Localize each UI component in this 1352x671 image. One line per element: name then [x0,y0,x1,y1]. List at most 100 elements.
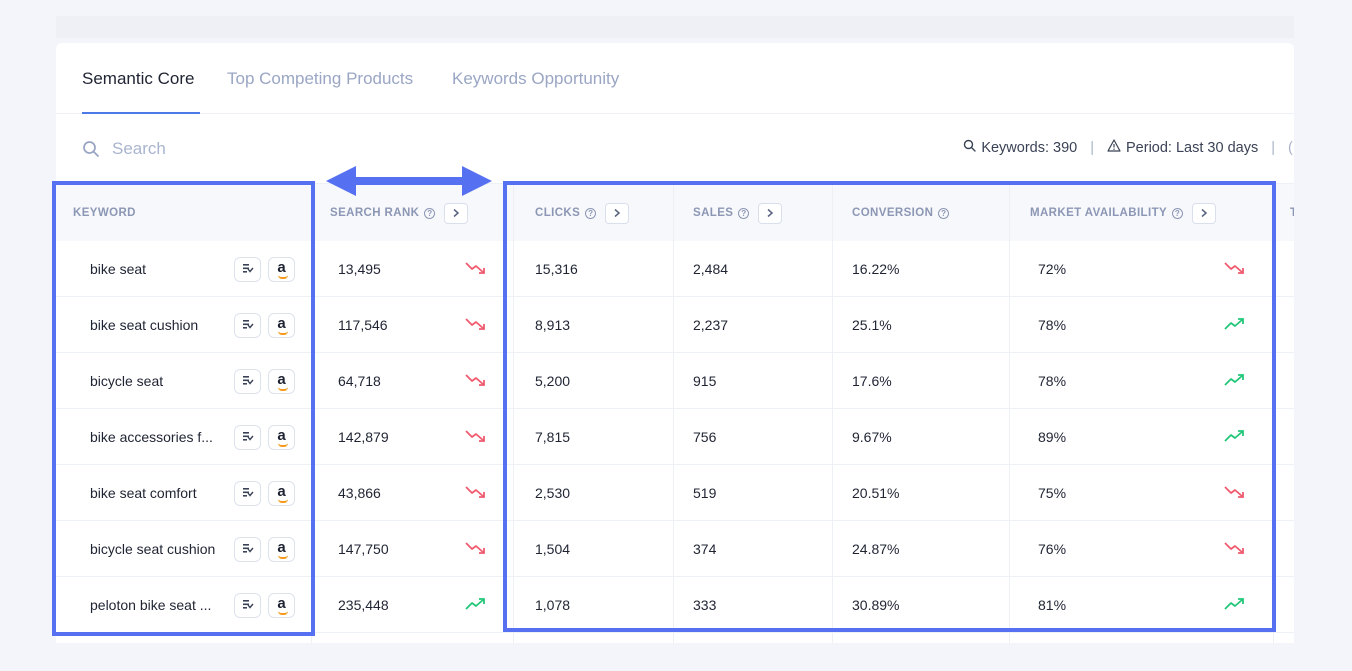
trend-up-icon [465,597,487,616]
keyword-cell[interactable]: bike seat cushion [90,317,199,333]
expand-columns-button[interactable] [1192,202,1217,224]
keyword-tool-button[interactable] [234,481,261,506]
column-header-market-availability[interactable]: MARKET AVAILABILITY ? [1030,184,1217,242]
help-circle-icon[interactable]: ? [738,207,750,219]
search-rank-cell: 142,879 [338,429,389,445]
clicks-cell: 15,316 [535,261,578,277]
expand-columns-button[interactable] [444,202,469,224]
amazon-link-button[interactable]: a [268,257,295,282]
sales-cell: 519 [693,485,717,501]
keyword-tool-icon [242,485,254,503]
chevron-right-icon [1201,208,1208,218]
keyword-tool-icon [242,541,254,559]
market-availability-cell: 72% [1038,261,1067,277]
keywords-count: Keywords: 390 [963,139,1077,156]
column-header-search-rank[interactable]: SEARCH RANK ? [330,184,469,242]
market-availability-cell: 78% [1038,317,1067,333]
keyword-actions: a [234,425,295,450]
help-circle-icon[interactable]: ? [1172,207,1184,219]
column-header-conversion[interactable]: CONVERSION ? [852,184,950,242]
stats-divider: | [1090,139,1095,156]
table-row[interactable]: bike seat a 13,495 15,316 2,484 16.22% 72% [56,241,1294,297]
keyword-tool-button[interactable] [234,313,261,338]
column-header-clipped: T [1290,207,1294,219]
keyword-actions: a [234,481,295,506]
table-header: KEYWORD SEARCH RANK ? CLICKS ? SALES ? C… [56,183,1294,241]
amazon-link-button[interactable]: a [268,369,295,394]
search-small-icon [963,139,977,156]
trend-down-icon [465,261,487,280]
tab-keywords-opportunity[interactable]: Keywords Opportunity [452,69,620,88]
keyword-tool-button[interactable] [234,369,261,394]
trend-down-icon [465,317,487,336]
column-header-clicks[interactable]: CLICKS ? [535,184,630,242]
tab-top-competing-products[interactable]: Top Competing Products [227,69,414,88]
column-divider [1273,183,1274,241]
keyword-tool-icon [242,429,254,447]
amazon-link-button[interactable]: a [268,313,295,338]
double-arrow-icon [326,166,492,196]
tab-semantic-core[interactable]: Semantic Core [82,69,195,88]
sales-cell: 2,237 [693,317,729,333]
column-divider [832,241,833,643]
expand-columns-button[interactable] [605,202,630,224]
table-row[interactable]: bike accessories f... a 142,879 7,815 756 9.6… [56,409,1294,465]
stats-bar: Keywords: 390 | Period: Last 30 days | ( [963,139,1294,156]
conversion-cell: 25.1% [852,317,892,333]
keyword-tool-button[interactable] [234,593,261,618]
amazon-link-button[interactable]: a [268,537,295,562]
keywords-count-label: Keywords: 390 [981,139,1078,156]
period-label: Period: Last 30 days [1126,139,1259,156]
keyword-actions: a [234,313,295,338]
keyword-tool-button[interactable] [234,537,261,562]
help-circle-icon[interactable]: ? [938,207,950,219]
table-row[interactable]: bike seat comfort a 43,866 2,530 519 20.51% 75… [56,465,1294,521]
keyword-cell[interactable]: bike seat comfort [90,485,197,501]
search-rank-cell: 117,546 [338,317,388,333]
amazon-link-button[interactable]: a [268,593,295,618]
column-divider [311,183,312,241]
conversion-cell: 16.22% [852,261,900,277]
amazon-link-button[interactable]: a [268,425,295,450]
column-header-keyword[interactable]: KEYWORD [73,207,136,219]
keyword-cell[interactable]: peloton bike seat ... [90,597,212,613]
amazon-icon: a [277,428,289,447]
keyword-cell[interactable]: bicycle seat [90,373,164,389]
tab-bar: Semantic Core Top Competing Products Key… [56,43,1294,114]
table-row[interactable]: peloton bike seat ... a 235,448 1,078 333 30.… [56,577,1294,633]
table-row[interactable]: bike seat cushion a 117,546 8,913 2,237 25.1%… [56,297,1294,353]
keyword-cell[interactable]: bike accessories f... [90,429,213,445]
chevron-right-icon [453,208,460,218]
trend-down-icon [1224,541,1246,560]
keyword-actions: a [234,257,295,282]
keyword-cell[interactable]: bike seat [90,261,147,277]
amazon-icon: a [277,540,289,559]
top-strip [56,16,1294,38]
column-divider [832,183,833,241]
keyword-cell[interactable]: bicycle seat cushion [90,541,216,557]
column-divider [513,183,514,241]
clicks-cell: 5,200 [535,373,571,389]
expand-columns-button[interactable] [758,202,783,224]
period-info: Period: Last 30 days [1107,139,1258,156]
chevron-right-icon [767,208,774,218]
help-circle-icon[interactable]: ? [585,207,597,219]
market-availability-cell: 75% [1038,485,1067,501]
amazon-icon: a [277,316,289,335]
keyword-tool-button[interactable] [234,425,261,450]
table-row[interactable]: bicycle seat a 64,718 5,200 915 17.6% 78% [56,353,1294,409]
keyword-actions: a [234,537,295,562]
keyword-actions: a [234,593,295,618]
table-row[interactable]: bicycle seat cushion a 147,750 1,504 374 24.8… [56,521,1294,577]
amazon-link-button[interactable]: a [268,481,295,506]
keyword-actions: a [234,369,295,394]
help-circle-icon[interactable]: ? [424,207,436,219]
sales-cell: 756 [693,429,717,445]
column-divider [673,241,674,643]
keyword-tool-button[interactable] [234,257,261,282]
column-divider [1009,183,1010,241]
trend-down-icon [465,429,487,448]
search-rank-cell: 64,718 [338,373,381,389]
search-input[interactable] [112,139,312,159]
column-header-sales[interactable]: SALES ? [693,184,783,242]
